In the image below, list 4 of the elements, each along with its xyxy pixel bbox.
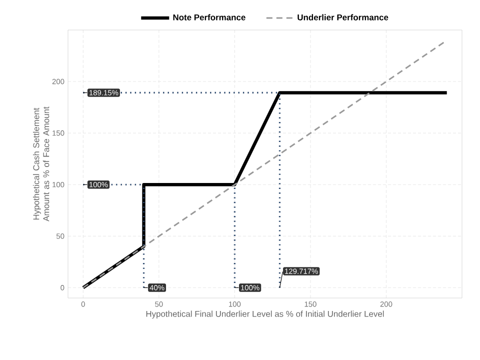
y-axis-title: Hypothetical Cash Settlement Amount as % of Face Amount: [32, 106, 50, 222]
legend-label: Underlier Performance: [298, 14, 388, 20]
legend-label: Note Performance: [173, 14, 246, 20]
x-axis-title: Hypothetical Final Underlier Level as % of Initial Underlier Level: [146, 310, 384, 319]
